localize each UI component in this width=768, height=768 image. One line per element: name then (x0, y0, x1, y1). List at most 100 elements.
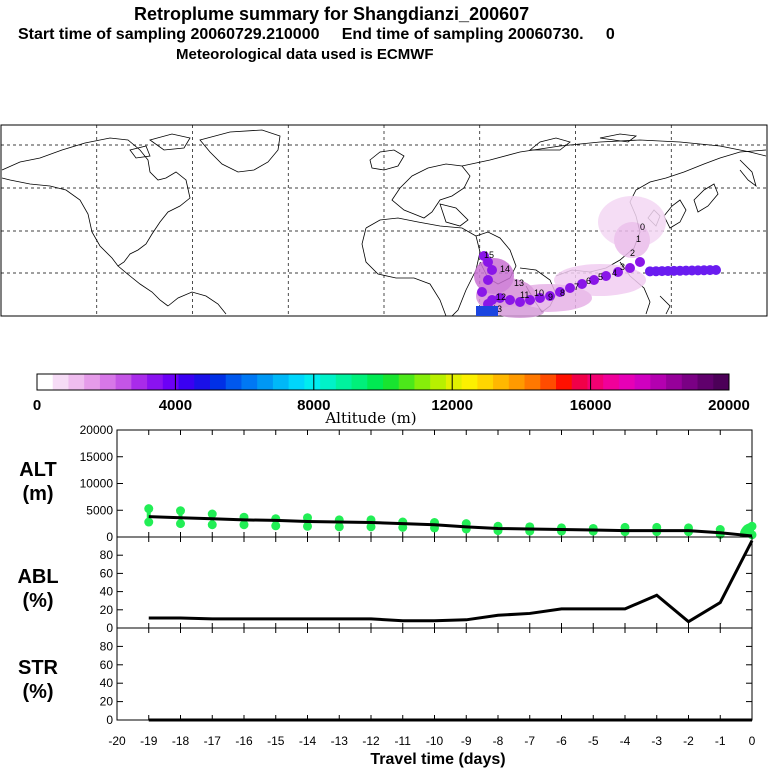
trajectory-point (483, 275, 493, 285)
panel-label: STR (18, 657, 59, 679)
x-tick-label: 0 (749, 734, 756, 748)
panel-label: (%) (22, 590, 53, 612)
x-tick-label: -15 (267, 734, 285, 748)
colorbar-cell (508, 374, 526, 390)
colorbar-tick-label: 4000 (159, 397, 192, 414)
trajectory-point (505, 295, 515, 305)
trajectory-point (589, 275, 599, 285)
colorbar-cell (367, 374, 384, 390)
colorbar-cell (477, 374, 494, 390)
colorbar-cell (99, 374, 117, 390)
y-tick-label: 0 (106, 621, 113, 635)
trajectory-label: 0 (640, 222, 645, 232)
x-tick-label: -7 (524, 734, 535, 748)
trajectory-point (577, 279, 587, 289)
altitude-colorbar: 0 4000 8000 12000 16000 20000 Altitude (m) (33, 373, 750, 427)
trajectory-point (477, 287, 487, 297)
time-series-panels: 05000100001500020000ALT(m)020406080ABL(%… (17, 423, 757, 748)
x-tick-label: -16 (235, 734, 253, 748)
colorbar-cell (666, 374, 683, 390)
x-tick-label: -13 (331, 734, 349, 748)
colorbar-tick-label: 8000 (297, 397, 330, 414)
trajectory-label: 14 (500, 264, 510, 274)
colorbar-cell (414, 374, 431, 390)
y-tick-label: 20 (100, 603, 114, 617)
colorbar-tick-label: 12000 (431, 397, 473, 414)
trajectory-label: 7 (574, 282, 579, 292)
trajectory-point (525, 295, 535, 305)
y-tick-label: 40 (100, 585, 114, 599)
panel-str: 0 20 40 60 80 STR(%) (18, 627, 753, 727)
y-tick-label: 0 (106, 530, 113, 544)
colorbar-cell (288, 374, 305, 390)
panel-alt: 0 5000 10000 15000 20000 ALT(m) (19, 423, 757, 544)
trajectory-point (613, 267, 623, 277)
colorbar-cell (304, 374, 321, 390)
panel-abl: 0 20 40 60 80 ABL(%) (17, 536, 754, 635)
trajectory-point (495, 293, 505, 303)
trajectory-label: 10 (534, 288, 544, 298)
panel-label: ALT (19, 459, 56, 481)
colorbar-cell (524, 374, 541, 390)
x-tick-label: -12 (362, 734, 380, 748)
colorbar-cell (430, 374, 447, 390)
colorbar-cell (147, 374, 164, 390)
x-tick-label: -2 (683, 734, 694, 748)
x-tick-label: -18 (172, 734, 190, 748)
trajectory-point (515, 297, 525, 307)
colorbar-cell (68, 374, 85, 390)
y-tick-label: 10000 (80, 477, 114, 491)
trajectory-point (479, 251, 489, 261)
x-tick-label: -6 (556, 734, 567, 748)
trajectory-point (645, 266, 655, 277)
met-data-line: Meteorological data used is ECMWF (176, 46, 434, 63)
y-tick-label: 20 (100, 695, 114, 709)
mean-altitude-line (148, 515, 753, 538)
trajectory-point (487, 265, 497, 275)
panel-label: (m) (22, 483, 53, 505)
colorbar-cell (257, 374, 274, 390)
x-tick-label: -1 (715, 734, 726, 748)
y-tick-label: 5000 (86, 503, 113, 517)
colorbar-cell (697, 374, 714, 390)
trajectory-points (477, 251, 721, 309)
colorbar-tick-label: 0 (33, 397, 41, 414)
colorbar-cell (351, 374, 368, 390)
colorbar-cell (37, 374, 54, 390)
colorbar-cell (618, 374, 636, 390)
colorbar-label: Altitude (m) (324, 409, 416, 427)
trajectory-label: 2 (630, 248, 635, 258)
trajectory-label: 13 (514, 278, 524, 288)
x-tick-label: -14 (299, 734, 317, 748)
x-tick-label: -9 (461, 734, 472, 748)
colorbar-cells (37, 374, 730, 390)
colorbar-cell (84, 374, 101, 390)
colorbar-cell (210, 374, 227, 390)
y-tick-label: 60 (100, 658, 114, 672)
panel-label: ABL (17, 566, 58, 588)
y-tick-label: 0 (106, 713, 113, 727)
colorbar-tick-label: 16000 (570, 397, 612, 414)
colorbar-cell (162, 374, 180, 390)
trajectory-label: 9 (548, 292, 553, 302)
x-tick-label: -11 (395, 734, 412, 748)
sampling-time-line: Start time of sampling 20060729.210000 E… (18, 26, 615, 43)
y-tick-label: 15000 (80, 450, 114, 464)
colorbar-cell (241, 374, 258, 390)
trajectory-point (601, 271, 611, 281)
y-tick-label: 80 (100, 639, 114, 653)
low-altitude-marker (476, 306, 498, 316)
y-tick-label: 40 (100, 676, 114, 690)
colorbar-tick-label: 20000 (708, 397, 750, 414)
trajectory-point (535, 293, 545, 303)
trajectory-label: 8 (560, 288, 565, 298)
x-tick-label: -19 (140, 734, 158, 748)
panel-frame (116, 627, 753, 721)
colorbar-cell (398, 374, 415, 390)
trajectory-label: 15 (484, 250, 494, 260)
trajectory-label: 6 (586, 276, 591, 286)
colorbar-cell (587, 374, 604, 390)
trajectory-label: 4 (612, 268, 617, 278)
y-tick-label: 80 (100, 548, 114, 562)
trajectory-point (635, 257, 645, 267)
